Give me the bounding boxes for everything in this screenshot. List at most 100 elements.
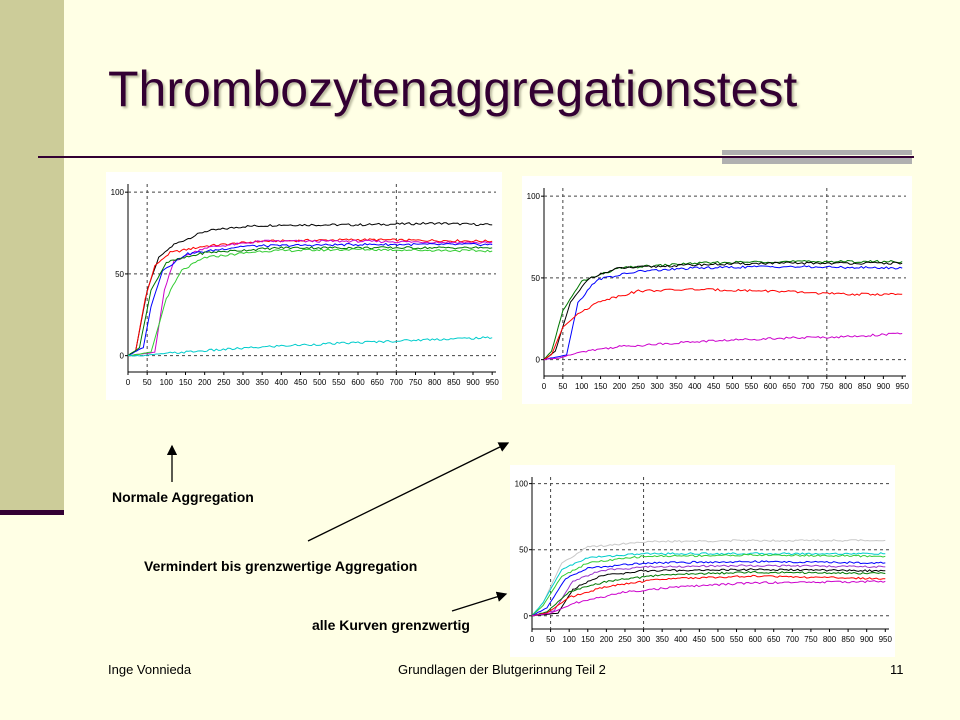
x-tick-label: 350 <box>255 378 269 387</box>
x-tick-label: 650 <box>370 378 384 387</box>
y-tick-label: 0 <box>120 352 125 361</box>
x-tick-label: 900 <box>860 635 874 644</box>
x-tick-label: 600 <box>748 635 762 644</box>
title-rule <box>38 156 914 158</box>
chart-svg: 0 50 100 0 50 100 150 200 250 300 350 400 450 500 550 6… <box>515 477 893 644</box>
footer-subject: Grundlagen der Blutgerinnung Teil 2 <box>398 662 606 677</box>
y-tick-label: 100 <box>515 480 529 489</box>
x-tick-label: 800 <box>823 635 837 644</box>
series-line <box>531 552 886 617</box>
x-tick-label: 150 <box>179 378 193 387</box>
series-line <box>543 288 903 361</box>
x-tick-label: 800 <box>839 382 853 391</box>
footer-page-number: 11 <box>890 662 904 677</box>
x-tick-label: 950 <box>485 378 499 387</box>
x-tick-label: 400 <box>275 378 289 387</box>
x-tick-label: 50 <box>143 378 152 387</box>
x-tick-label: 300 <box>236 378 250 387</box>
side-bar <box>0 0 64 510</box>
y-tick-label: 100 <box>527 192 541 201</box>
x-tick-label: 450 <box>707 382 721 391</box>
x-tick-label: 200 <box>198 378 212 387</box>
series-line <box>127 336 493 357</box>
x-tick-label: 550 <box>332 378 346 387</box>
x-tick-label: 850 <box>841 635 855 644</box>
x-tick-label: 700 <box>786 635 800 644</box>
x-tick-label: 100 <box>575 382 589 391</box>
x-tick-label: 650 <box>767 635 781 644</box>
series-line <box>127 246 493 357</box>
series-line <box>543 332 903 361</box>
x-tick-label: 300 <box>650 382 664 391</box>
label-borderline: alle Kurven grenzwertig <box>312 617 470 633</box>
series-line <box>127 247 493 357</box>
chart-reduced: 0 50 100 0 50 100 150 200 250 300 350 400 450 500 550 6… <box>522 176 912 404</box>
x-tick-label: 150 <box>581 635 595 644</box>
side-bar-underline <box>0 510 64 515</box>
chart-borderline: 0 50 100 0 50 100 150 200 250 300 350 400 450 500 550 6… <box>510 465 895 657</box>
series-line <box>543 259 903 360</box>
series-line <box>531 580 886 617</box>
x-tick-label: 450 <box>294 378 308 387</box>
x-tick-label: 500 <box>711 635 725 644</box>
x-tick-label: 350 <box>655 635 669 644</box>
x-tick-label: 900 <box>877 382 891 391</box>
x-tick-label: 350 <box>669 382 683 391</box>
y-tick-label: 0 <box>524 612 529 621</box>
x-tick-label: 850 <box>858 382 872 391</box>
x-tick-label: 250 <box>618 635 632 644</box>
x-tick-label: 50 <box>558 382 567 391</box>
x-tick-label: 200 <box>600 635 614 644</box>
series-line <box>531 560 886 617</box>
x-tick-label: 600 <box>764 382 778 391</box>
x-tick-label: 0 <box>126 378 131 387</box>
y-tick-label: 0 <box>536 356 541 365</box>
x-tick-label: 550 <box>745 382 759 391</box>
x-tick-label: 250 <box>632 382 646 391</box>
x-tick-label: 250 <box>217 378 231 387</box>
series-line <box>531 574 886 617</box>
series-line <box>127 239 493 357</box>
x-tick-label: 700 <box>801 382 815 391</box>
series-line <box>543 261 903 360</box>
x-tick-label: 900 <box>466 378 480 387</box>
x-tick-label: 600 <box>351 378 365 387</box>
x-tick-label: 750 <box>804 635 818 644</box>
x-tick-label: 500 <box>313 378 327 387</box>
x-tick-label: 550 <box>730 635 744 644</box>
x-tick-label: 800 <box>428 378 442 387</box>
x-tick-label: 400 <box>674 635 688 644</box>
series-line <box>127 242 493 357</box>
x-tick-label: 700 <box>390 378 404 387</box>
x-tick-label: 300 <box>637 635 651 644</box>
x-tick-label: 150 <box>594 382 608 391</box>
x-tick-label: 100 <box>563 635 577 644</box>
x-tick-label: 450 <box>693 635 707 644</box>
label-normal-aggregation: Normale Aggregation <box>112 489 254 505</box>
series-line <box>531 568 886 617</box>
arrow-borderline <box>451 591 508 612</box>
series-line <box>531 570 886 617</box>
arrow-reduced <box>307 442 510 542</box>
title-gray-bar <box>722 150 912 164</box>
y-tick-label: 50 <box>519 546 528 555</box>
x-tick-label: 950 <box>879 635 893 644</box>
series-line <box>531 539 886 617</box>
y-tick-label: 50 <box>115 270 124 279</box>
y-tick-label: 100 <box>111 188 125 197</box>
x-tick-label: 500 <box>726 382 740 391</box>
footer-author: Inge Vonnieda <box>108 662 192 677</box>
label-reduced-aggregation: Vermindert bis grenzwertige Aggregation <box>144 558 418 574</box>
chart-svg: 0 50 100 0 50 100 150 200 250 300 350 400 450 500 550 6… <box>111 184 499 387</box>
x-tick-label: 950 <box>896 382 910 391</box>
y-tick-label: 50 <box>531 274 540 283</box>
x-tick-label: 100 <box>160 378 174 387</box>
series-line <box>531 564 886 617</box>
chart-svg: 0 50 100 0 50 100 150 200 250 300 350 400 450 500 550 6… <box>527 188 910 391</box>
series-line <box>127 221 493 357</box>
x-tick-label: 0 <box>542 382 547 391</box>
series-line <box>543 265 903 361</box>
series-line <box>531 553 886 617</box>
x-tick-label: 850 <box>447 378 461 387</box>
